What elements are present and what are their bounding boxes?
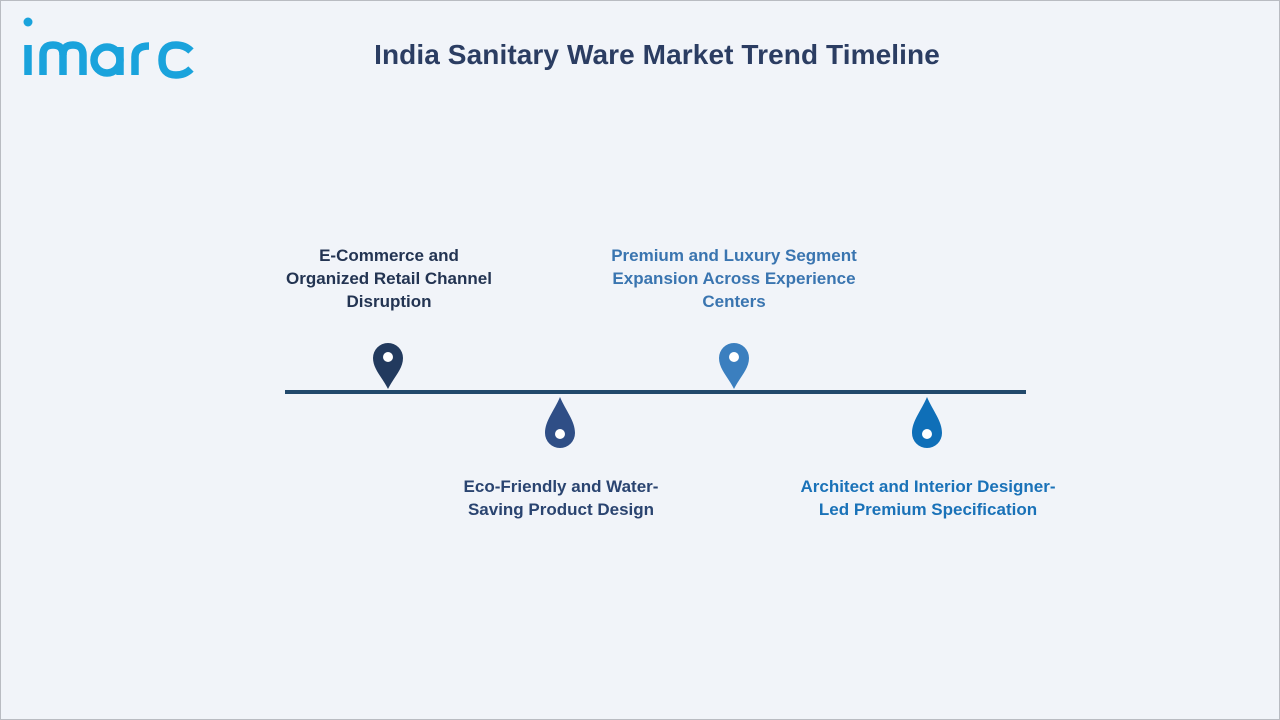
milestone-label-line: Architect and Interior Designer-	[800, 477, 1056, 496]
timeline-line	[285, 390, 1026, 394]
milestone-label-line: Eco-Friendly and Water-	[463, 477, 659, 496]
milestone-label-line: Centers	[702, 292, 766, 311]
map-pin-icon	[714, 333, 754, 393]
milestone-label-line: Saving Product Design	[467, 500, 655, 519]
water-drop-icon	[907, 395, 947, 455]
imarc-logo-mark	[23, 17, 194, 79]
milestone-label-line: E-Commerce and	[319, 246, 459, 265]
milestone-label-3: Premium and Luxury Segment Expansion Acr…	[604, 244, 864, 313]
milestone-label-line: Disruption	[346, 292, 432, 311]
page-title: India Sanitary Ware Market Trend Timelin…	[374, 39, 940, 70]
milestone-label-line: Premium and Luxury Segment	[611, 246, 857, 265]
milestone-label-1: E-Commerce and Organized Retail Channel …	[269, 244, 509, 313]
imarc-logo	[21, 15, 203, 81]
milestone-label-2: Eco-Friendly and Water- Saving Product D…	[441, 475, 681, 521]
milestone-label-line: Led Premium Specification	[818, 500, 1038, 519]
water-drop-icon	[540, 395, 580, 455]
milestone-label-line: Organized Retail Channel	[286, 269, 492, 288]
map-pin-icon	[368, 333, 408, 393]
milestone-label-4: Architect and Interior Designer- Led Pre…	[793, 475, 1063, 521]
milestone-label-line: Expansion Across Experience	[612, 269, 856, 288]
